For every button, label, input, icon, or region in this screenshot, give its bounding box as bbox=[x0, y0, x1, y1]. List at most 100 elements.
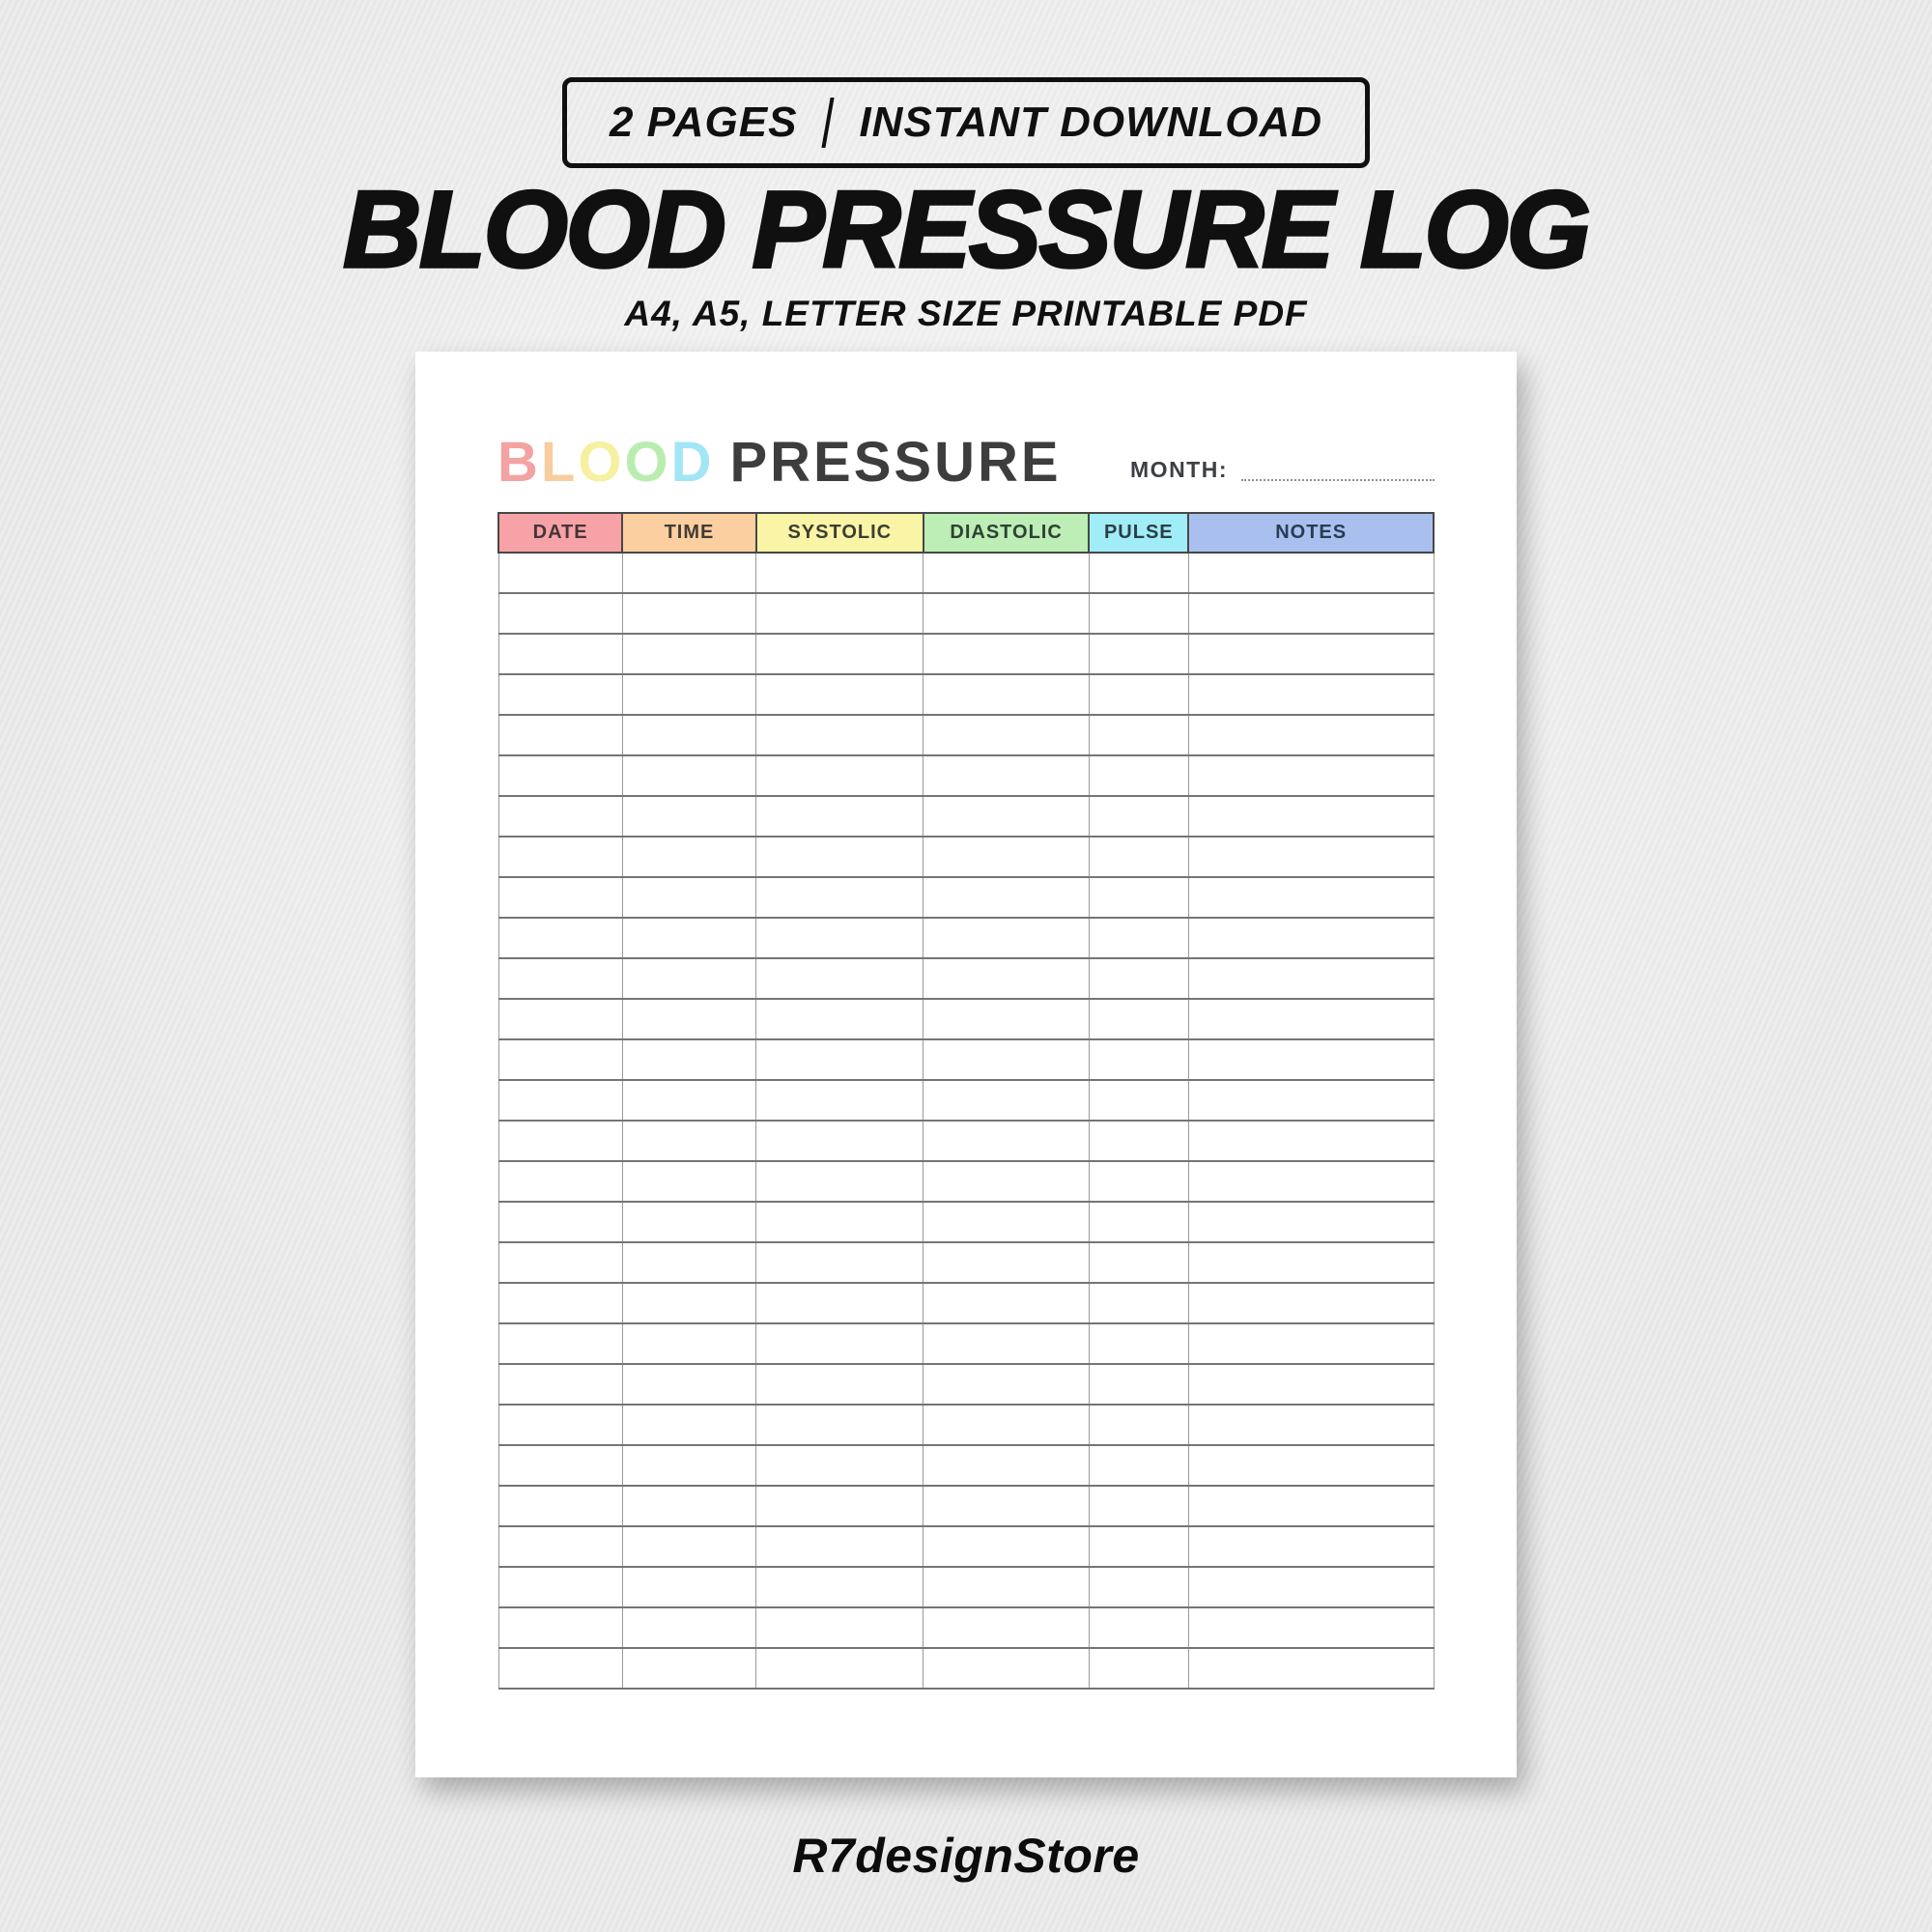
page-header-row: BLOOD PRESSURE MONTH: bbox=[497, 421, 1435, 491]
table-cell-time bbox=[621, 877, 757, 919]
table-row bbox=[497, 1161, 1435, 1203]
table-cell-systolic bbox=[755, 1202, 924, 1243]
table-cell-systolic bbox=[755, 1607, 924, 1649]
table-cell-date bbox=[497, 1161, 623, 1203]
table-cell-date bbox=[497, 1283, 623, 1324]
table-cell-date bbox=[497, 634, 623, 675]
table-cell-diastolic bbox=[923, 674, 1090, 716]
table-cell-notes bbox=[1187, 674, 1435, 716]
table-cell-pulse bbox=[1088, 674, 1189, 716]
table-row bbox=[497, 1242, 1435, 1284]
table-cell-date bbox=[497, 1364, 623, 1406]
table-cell-diastolic bbox=[923, 1323, 1090, 1365]
table-cell-pulse bbox=[1088, 1405, 1189, 1446]
table-cell-time bbox=[621, 1323, 757, 1365]
table-cell-notes bbox=[1187, 1405, 1435, 1446]
table-cell-systolic bbox=[755, 1364, 924, 1406]
heading-letter: O bbox=[578, 431, 625, 494]
table-cell-pulse bbox=[1088, 1526, 1189, 1568]
table-row bbox=[497, 877, 1435, 919]
table-cell-notes bbox=[1187, 958, 1435, 1000]
table-cell-pulse bbox=[1088, 796, 1189, 838]
table-cell-notes bbox=[1187, 1607, 1435, 1649]
heading-letter: L bbox=[540, 431, 579, 494]
table-cell-systolic bbox=[755, 1080, 924, 1122]
table-cell-pulse bbox=[1088, 1121, 1189, 1162]
table-cell-pulse bbox=[1088, 1567, 1189, 1608]
table-row bbox=[497, 634, 1435, 675]
table-cell-time bbox=[621, 1039, 757, 1081]
table-cell-pulse bbox=[1088, 715, 1189, 756]
table-cell-diastolic bbox=[923, 1445, 1090, 1487]
table-cell-date bbox=[497, 1648, 623, 1690]
table-cell-pulse bbox=[1088, 1607, 1189, 1649]
table-cell-notes bbox=[1187, 1364, 1435, 1406]
table-cell-notes bbox=[1187, 1080, 1435, 1122]
table-row bbox=[497, 1364, 1435, 1406]
column-header-notes: NOTES bbox=[1187, 512, 1435, 554]
table-cell-pulse bbox=[1088, 1364, 1189, 1406]
table-cell-diastolic bbox=[923, 553, 1090, 594]
table-cell-date bbox=[497, 1080, 623, 1122]
table-cell-systolic bbox=[755, 999, 924, 1040]
table-cell-diastolic bbox=[923, 958, 1090, 1000]
column-header-systolic: SYSTOLIC bbox=[754, 512, 924, 554]
table-cell-diastolic bbox=[923, 1283, 1090, 1324]
table-cell-systolic bbox=[755, 918, 924, 959]
heading-word-blood: BLOOD bbox=[497, 431, 714, 494]
table-cell-date bbox=[497, 877, 623, 919]
table-cell-systolic bbox=[755, 1445, 924, 1487]
table-cell-time bbox=[621, 999, 757, 1040]
table-cell-systolic bbox=[755, 877, 924, 919]
table-cell-time bbox=[621, 553, 757, 594]
table-cell-pulse bbox=[1088, 1080, 1189, 1122]
table-cell-notes bbox=[1187, 1202, 1435, 1243]
table-cell-date bbox=[497, 1405, 623, 1446]
table-cell-time bbox=[621, 918, 757, 959]
table-cell-systolic bbox=[755, 1323, 924, 1365]
table-cell-pulse bbox=[1088, 593, 1189, 635]
table-cell-time bbox=[621, 1567, 757, 1608]
table-cell-diastolic bbox=[923, 755, 1090, 797]
table-cell-diastolic bbox=[923, 1242, 1090, 1284]
month-field: MONTH: bbox=[1130, 459, 1435, 491]
table-cell-time bbox=[621, 755, 757, 797]
table-row bbox=[497, 1445, 1435, 1487]
table-row bbox=[497, 1648, 1435, 1690]
table-cell-systolic bbox=[755, 1242, 924, 1284]
table-cell-notes bbox=[1187, 1567, 1435, 1608]
table-cell-notes bbox=[1187, 1486, 1435, 1527]
badge-pages-label: 2 PAGES bbox=[609, 99, 798, 146]
table-cell-pulse bbox=[1088, 553, 1189, 594]
month-fill-line bbox=[1241, 477, 1435, 481]
table-cell-notes bbox=[1187, 755, 1435, 797]
table-row bbox=[497, 755, 1435, 797]
table-cell-notes bbox=[1187, 837, 1435, 878]
table-cell-systolic bbox=[755, 1486, 924, 1527]
table-cell-notes bbox=[1187, 1445, 1435, 1487]
product-title: BLOOD PRESSURE LOG bbox=[342, 169, 1593, 290]
table-cell-pulse bbox=[1088, 999, 1189, 1040]
table-cell-pulse bbox=[1088, 634, 1189, 675]
table-cell-time bbox=[621, 1445, 757, 1487]
table-cell-time bbox=[621, 1364, 757, 1406]
table-cell-pulse bbox=[1088, 1161, 1189, 1203]
table-row bbox=[497, 1202, 1435, 1243]
table-cell-date bbox=[497, 1526, 623, 1568]
table-cell-time bbox=[621, 1161, 757, 1203]
table-header-row: DATE TIME SYSTOLIC DIASTOLIC PULSE NOTES bbox=[497, 512, 1435, 554]
table-cell-time bbox=[621, 593, 757, 635]
table-cell-diastolic bbox=[923, 1161, 1090, 1203]
table-cell-diastolic bbox=[923, 634, 1090, 675]
badge-separator bbox=[821, 98, 836, 148]
table-cell-date bbox=[497, 715, 623, 756]
info-badge: 2 PAGES INSTANT DOWNLOAD bbox=[561, 77, 1371, 168]
table-cell-time bbox=[621, 1283, 757, 1324]
table-cell-time bbox=[621, 1648, 757, 1690]
column-header-diastolic: DIASTOLIC bbox=[922, 512, 1091, 554]
table-cell-diastolic bbox=[923, 1405, 1090, 1446]
table-cell-pulse bbox=[1088, 1202, 1189, 1243]
table-row bbox=[497, 1323, 1435, 1365]
table-cell-diastolic bbox=[923, 1364, 1090, 1406]
table-cell-time bbox=[621, 1121, 757, 1162]
